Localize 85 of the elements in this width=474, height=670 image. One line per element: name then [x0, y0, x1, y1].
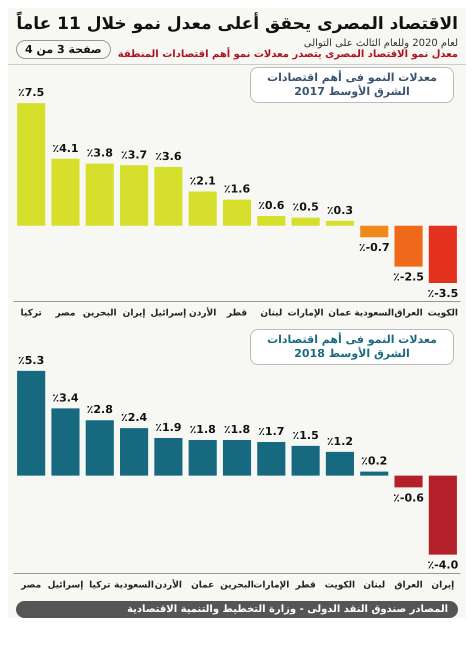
- data-label: ٪4.1: [52, 142, 79, 155]
- x-tick-label: إسرائيل: [48, 580, 84, 590]
- data-label: ٪0.6: [258, 198, 285, 212]
- bar: [188, 440, 217, 476]
- bar: [394, 476, 423, 488]
- chart-title: الاقتصاد المصرى يحقق أعلى معدل نمو خلال 11 عاماً: [16, 14, 458, 34]
- data-label: ٪3.6: [155, 150, 182, 163]
- bar: [154, 438, 182, 476]
- data-label: ٪1.9: [155, 421, 182, 434]
- x-tick-label: الإمارات: [253, 580, 290, 590]
- data-label: ٪0.3: [326, 204, 354, 217]
- x-tick-label: إيران: [122, 308, 146, 318]
- bar: [257, 442, 286, 476]
- text: لعام 2020 وللعام الثالث على التوالى: [302, 38, 458, 49]
- bar: [51, 408, 80, 476]
- x-tick-label: الأردن: [189, 306, 216, 318]
- x-tick-label: الإمارات: [288, 308, 324, 318]
- x-tick-label: الكويت: [324, 580, 356, 590]
- bar: [394, 226, 423, 267]
- data-label: ٪-0.7: [358, 241, 390, 254]
- data-label: ٪1.5: [292, 428, 319, 442]
- data-label: ٪7.5: [18, 86, 44, 100]
- bar: [86, 420, 114, 476]
- x-tick-label: العراق: [394, 308, 423, 318]
- data-label: ٪1.8: [224, 423, 250, 436]
- x-tick-label: قطر: [294, 580, 316, 590]
- data-label: ٪2.4: [120, 411, 148, 424]
- text: معدلات النمو فى أهم اقتصادات الشرق الأوسط 2018: [250, 329, 454, 365]
- data-label: ٪0.2: [361, 454, 388, 468]
- x-tick-label: الكويت: [428, 308, 458, 318]
- data-label: ٪-2.5: [393, 270, 424, 284]
- x-tick-label: تركيا: [20, 308, 42, 318]
- text: معدلات النمو فى أهم اقتصادات الشرق الأوسط 2017: [250, 67, 454, 103]
- x-tick-label: إسرائيل: [150, 308, 186, 318]
- data-label: ٪3.4: [52, 391, 79, 404]
- data-label: ٪1.2: [326, 434, 354, 448]
- x-tick-label: إيران: [431, 580, 454, 590]
- x-tick-label: لبنان: [363, 580, 386, 590]
- x-tick-label: البحرين: [82, 308, 117, 318]
- x-tick-label: السعودية: [114, 580, 154, 590]
- bar: [428, 226, 457, 284]
- x-tick-label: البحرين: [220, 580, 254, 590]
- data-label: ٪5.3: [18, 354, 44, 367]
- bar: [326, 220, 354, 226]
- data-label: ٪2.8: [86, 403, 113, 416]
- data-label: ٪1.7: [258, 424, 284, 438]
- bar: [257, 216, 286, 226]
- bar: [154, 166, 182, 226]
- data-label: ٪1.8: [190, 423, 216, 436]
- x-tick-label: الأردن: [154, 578, 182, 590]
- text: صفحة 3 من 4: [16, 40, 111, 58]
- data-label: ٪0.5: [292, 200, 319, 214]
- x-tick-label: عمان: [191, 580, 214, 590]
- bar: [17, 103, 46, 226]
- x-tick-label: تركيا: [89, 580, 110, 590]
- data-label: ٪1.6: [224, 182, 250, 196]
- text: المصادر صندوق النقد الدولى - وزارة التخطيط والتنمية الاقتصادية: [16, 601, 458, 618]
- bar: [17, 370, 46, 476]
- bar: [222, 200, 252, 226]
- x-tick-label: مصر: [54, 308, 76, 318]
- chart-subtitle: معدل نمو الاقتصاد المصرى يتصدر معدلات نمو أهم اقتصادات المنطقة: [118, 49, 458, 60]
- bar: [360, 226, 388, 238]
- x-tick-label: العراق: [394, 580, 423, 590]
- data-label: ٪-3.5: [427, 287, 458, 300]
- data-label: ٪-4.0: [427, 558, 459, 572]
- bar: [120, 428, 148, 476]
- x-tick-label: قطر: [226, 308, 248, 318]
- x-tick-label: عمان: [328, 308, 352, 318]
- data-label: ٪2.1: [190, 174, 216, 188]
- bar: [292, 218, 320, 226]
- bar: [222, 440, 252, 476]
- x-tick-label: السعودية: [354, 308, 394, 318]
- bar: [326, 452, 354, 476]
- data-label: ٪3.8: [86, 146, 113, 160]
- bar: [51, 158, 80, 226]
- data-label: ٪3.7: [120, 148, 148, 162]
- bar: [86, 164, 114, 226]
- bar: [188, 191, 217, 226]
- x-tick-label: لبنان: [260, 308, 282, 318]
- data-label: ٪-0.6: [393, 491, 424, 504]
- bar: [120, 165, 148, 226]
- bar: [292, 446, 320, 476]
- bar: [360, 472, 388, 476]
- bar: [428, 476, 457, 555]
- x-tick-label: مصر: [20, 580, 42, 590]
